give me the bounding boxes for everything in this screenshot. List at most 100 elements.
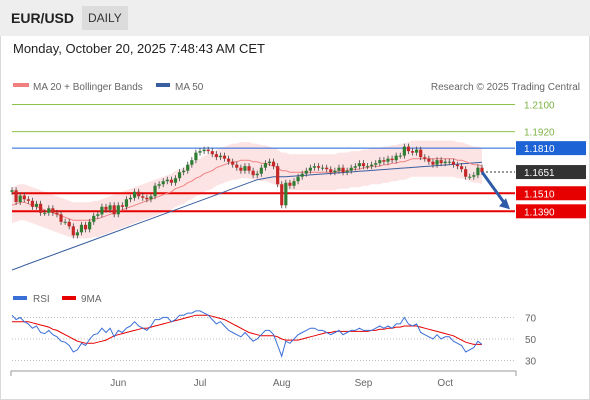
candle-34 [145,197,149,200]
candle-65 [271,161,276,167]
copyright: Research © 2025 Trading Central [431,82,580,93]
candle-105 [435,160,439,165]
bollinger-band [12,140,482,239]
candle-30 [128,197,133,200]
candle-23 [100,206,104,215]
candle-79 [329,169,333,173]
candle-50 [210,151,214,155]
candle-9 [43,212,47,214]
candle-100 [415,149,419,153]
candle-31 [133,191,137,198]
candle-84 [349,167,353,171]
candle-11 [51,208,55,213]
candle-47 [198,151,202,153]
candle-53 [222,155,227,159]
candle-87 [361,163,366,167]
candle-15 [67,221,71,227]
candle-24 [104,206,108,210]
rsi-layer: 30 50 70 [11,310,537,368]
candle-36 [153,185,157,197]
candle-116 [480,167,484,173]
candle-69 [288,182,292,186]
candle-38 [161,181,165,185]
candle-72 [300,173,304,177]
candle-109 [451,161,455,165]
candle-61 [255,173,259,176]
price-tag-1.1810 [516,141,586,156]
candle-91 [378,160,382,164]
price-level-label-1.1920: 1.1920 [524,128,555,139]
candle-26 [112,205,116,215]
candle-114 [472,175,476,177]
candle-57 [239,167,243,171]
legend-swatch-rsi [13,296,27,300]
candle-22 [96,214,100,216]
candle-74 [308,167,312,171]
legend-label-ma20: MA 20 + Bollinger Bands [33,82,143,93]
legend-swatch-rsi-ma [62,296,76,300]
candle-51 [214,154,218,158]
legend-label-rsi: RSI [33,294,50,305]
candle-78 [325,167,329,170]
candle-49 [206,149,210,152]
candle-55 [231,161,235,165]
legend-label-rsi-ma: 9MA [81,294,102,305]
ma50-line [11,161,483,271]
candle-73 [304,170,308,174]
candle-1 [10,190,14,192]
candle-81 [337,167,341,171]
price-tag-label-1.1810: 1.1810 [524,144,555,155]
candle-7 [34,203,39,207]
candle-60 [251,170,255,176]
candle-59 [247,166,251,171]
candle-63 [263,163,267,168]
candle-48 [202,149,206,152]
candle-77 [321,167,325,169]
candle-45 [190,160,194,165]
candle-27 [116,205,120,215]
rsi-line [11,310,483,358]
forecast-arrow-head [499,198,510,210]
candle-67 [280,184,284,206]
candle-42 [177,172,182,179]
candle-56 [235,164,239,168]
x-tick-Sep: Sep [355,378,373,389]
symbol-label: EUR/USD [11,10,75,26]
candle-113 [468,176,472,178]
candle-40 [169,179,173,183]
rsi-tick-30: 30 [525,357,537,368]
candle-18 [79,224,84,233]
candle-75 [312,166,317,168]
candle-106 [439,160,443,164]
candle-80 [333,170,337,173]
candle-29 [124,199,129,207]
candle-3 [18,195,22,202]
candle-70 [292,181,296,186]
rsi-tick-70: 70 [525,313,537,324]
candle-64 [267,161,272,164]
candle-98 [406,146,411,152]
candle-94 [390,158,394,161]
period-tab[interactable]: DAILY [82,6,128,30]
candle-58 [243,166,247,171]
candle-68 [284,182,288,206]
candle-103 [427,158,431,162]
price-layer: 1.2100 1.1920 1.1810 1.1651 1.1510 1.1390 [10,101,586,271]
timestamp: Monday, October 20, 2025 7:48:43 AM CET [13,41,265,56]
price-tag-label-1.1510: 1.1510 [524,189,555,200]
x-axis: Jun Jul Aug Sep Oct [10,370,517,389]
candle-93 [386,158,390,162]
candle-99 [410,151,415,153]
candle-12 [55,212,59,215]
candle-44 [186,164,190,171]
candle-8 [39,203,43,213]
candle-111 [459,166,464,170]
candle-92 [382,160,386,162]
candle-101 [419,149,423,158]
candle-95 [394,155,398,161]
candle-107 [443,161,447,164]
x-tick-Oct: Oct [437,378,453,389]
candle-96 [398,155,402,157]
candle-46 [194,152,198,161]
